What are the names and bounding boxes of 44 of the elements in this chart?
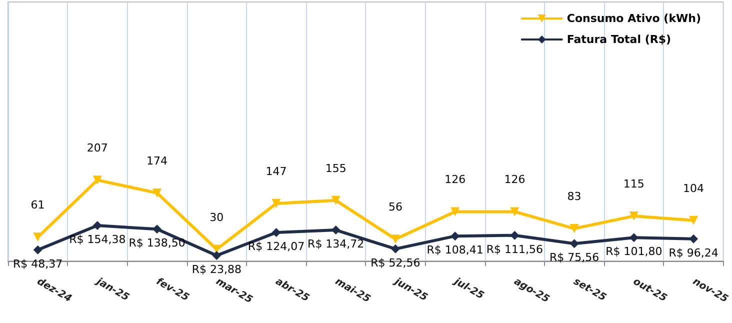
data-label: 61 <box>30 198 45 212</box>
data-label: R$ 52,56 <box>370 256 420 270</box>
point <box>331 196 340 205</box>
legend-label: Consumo Ativo (kWh) <box>566 12 702 25</box>
data-label: 174 <box>146 154 168 168</box>
point <box>689 216 698 225</box>
point <box>390 244 400 254</box>
point <box>92 176 102 185</box>
point <box>390 234 400 244</box>
data-label: 207 <box>86 142 108 155</box>
point <box>450 207 460 216</box>
data-label: R$ 101,80 <box>606 245 662 258</box>
data-label: 155 <box>325 162 346 175</box>
data-label: R$ 138,50 <box>128 236 186 250</box>
data-label: 83 <box>567 190 582 204</box>
point <box>92 221 102 230</box>
legend-label: Fatura Total (R$) <box>566 33 672 46</box>
data-label: R$ 48,37 <box>12 257 63 270</box>
point <box>570 224 579 234</box>
point <box>152 188 162 198</box>
data-label: R$ 134,72 <box>308 238 364 251</box>
data-label: 126 <box>504 173 526 186</box>
data-label: R$ 96,24 <box>668 246 718 260</box>
point <box>570 239 579 248</box>
data-label: 104 <box>683 182 704 195</box>
data-label: R$ 75,56 <box>549 251 600 264</box>
point <box>272 228 281 237</box>
point <box>510 207 520 216</box>
data-label: 115 <box>623 178 644 191</box>
point <box>212 251 222 260</box>
point <box>272 199 281 208</box>
point <box>152 224 162 234</box>
point <box>689 234 698 244</box>
data-label: 56 <box>388 200 402 214</box>
data-label: R$ 23,88 <box>192 263 242 276</box>
data-label: 147 <box>266 165 287 178</box>
data-label: 126 <box>444 173 466 186</box>
data-label: R$ 111,56 <box>486 242 544 256</box>
point <box>33 245 42 254</box>
data-label: R$ 124,07 <box>248 240 305 253</box>
data-label: R$ 108,41 <box>426 244 484 257</box>
data-label: 30 <box>210 210 224 224</box>
point <box>629 212 638 221</box>
data-label: R$ 154,38 <box>69 233 126 246</box>
